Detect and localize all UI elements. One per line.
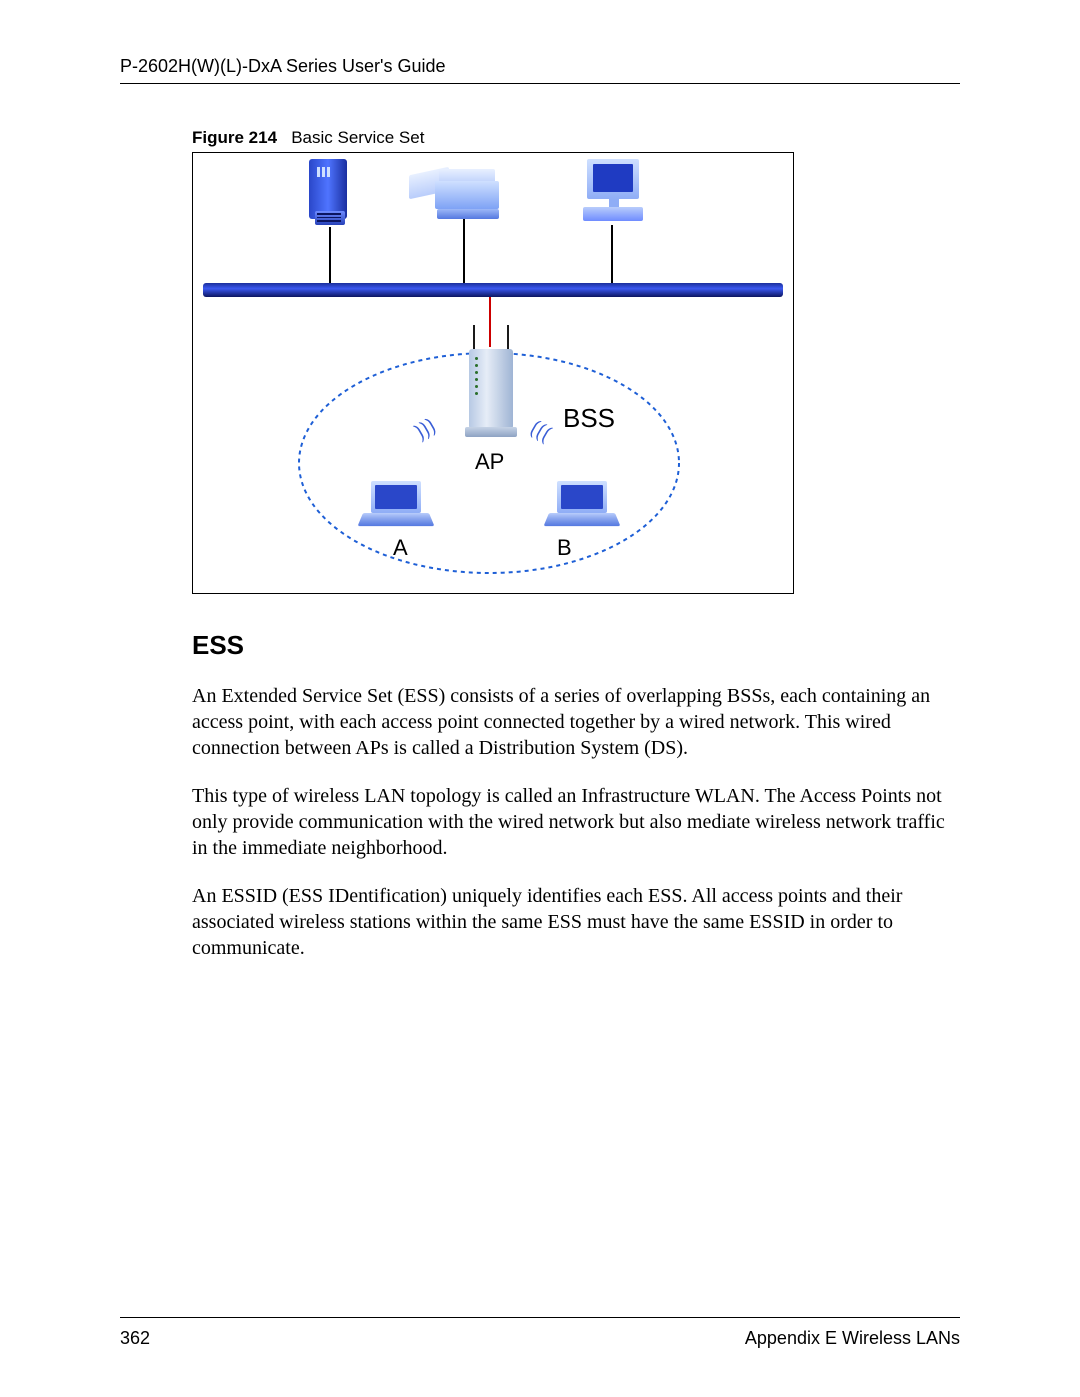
- header-title: P-2602H(W)(L)-DxA Series User's Guide: [120, 56, 446, 76]
- laptop-a-icon: [363, 481, 429, 531]
- label-a: A: [393, 535, 408, 561]
- label-ap: AP: [475, 449, 504, 475]
- figure-caption: Figure 214 Basic Service Set: [192, 128, 960, 148]
- body-paragraph: An Extended Service Set (ESS) consists o…: [192, 683, 950, 761]
- figure-title: Basic Service Set: [291, 128, 424, 147]
- figure-number: Figure 214: [192, 128, 277, 147]
- footer-section: Appendix E Wireless LANs: [745, 1328, 960, 1349]
- page-header: P-2602H(W)(L)-DxA Series User's Guide: [120, 56, 960, 84]
- figure-diagram: ⟯⟯⟯ ⟮⟮⟮ BSS AP A B: [192, 152, 794, 594]
- laptop-b-icon: [549, 481, 615, 531]
- body-paragraph: This type of wireless LAN topology is ca…: [192, 783, 950, 861]
- access-point-icon: [469, 349, 513, 439]
- label-b: B: [557, 535, 572, 561]
- section-heading: ESS: [192, 630, 960, 661]
- body-paragraph: An ESSID (ESS IDentification) uniquely i…: [192, 883, 950, 961]
- page-number: 362: [120, 1328, 150, 1349]
- page-footer: 362 Appendix E Wireless LANs: [120, 1317, 960, 1349]
- label-bss: BSS: [563, 403, 615, 434]
